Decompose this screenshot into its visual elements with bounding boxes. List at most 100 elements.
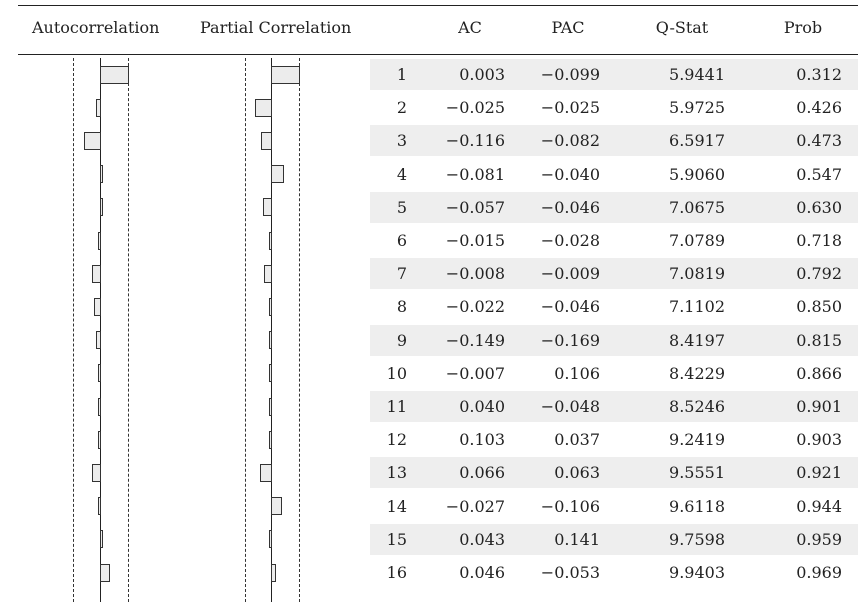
header-qstat: Q-Stat: [655, 18, 709, 37]
table-row: 5 −0.057 −0.046 7.0675 0.630: [0, 191, 860, 224]
ac-cell: −0.081: [445, 164, 505, 184]
lag-cell: 13: [386, 463, 407, 483]
pac-bar-lag-15: [269, 530, 272, 549]
ac-bar-lag-10: [98, 364, 101, 383]
qstat-cell: 5.9441: [669, 65, 725, 84]
table-row: 16 0.046 −0.053 9.9403 0.969: [0, 556, 860, 589]
table-row: 9 −0.149 −0.169 8.4197 0.815: [0, 324, 860, 357]
ac-upper-bound-line: [128, 58, 129, 602]
lag-cell: 16: [386, 563, 407, 582]
pac-cell: 0.106: [554, 363, 600, 383]
ac-bar-lag-16: [100, 563, 110, 582]
pac-bar-lag-13: [259, 463, 272, 482]
ac-bar-lag-15: [100, 530, 103, 549]
pac-cell: −0.046: [540, 197, 600, 217]
ac-cell: 0.066: [459, 463, 505, 483]
lag-cell: 15: [386, 529, 407, 549]
qstat-cell: 5.9060: [669, 164, 725, 184]
ac-cell: −0.027: [445, 496, 505, 516]
table-row: 3 −0.116 −0.082 6.5917 0.473: [0, 124, 860, 157]
ac-cell: 0.003: [459, 65, 505, 84]
prob-cell: 0.969: [796, 563, 842, 582]
qstat-cell: 9.7598: [669, 529, 725, 549]
pac-bar-lag-5: [262, 198, 272, 217]
lag-cell: 1: [396, 65, 407, 84]
pac-cell: −0.028: [540, 231, 600, 250]
ac-cell: −0.116: [445, 131, 505, 151]
pac-bar-lag-6: [269, 231, 272, 250]
prob-cell: 0.792: [796, 264, 842, 284]
pac-bar-lag-4: [271, 165, 285, 184]
pac-bar-lag-14: [271, 497, 283, 516]
pac-cell: −0.046: [540, 297, 600, 317]
prob-cell: 0.903: [796, 430, 842, 450]
pac-cell: −0.169: [540, 330, 600, 350]
qstat-cell: 9.9403: [669, 563, 725, 582]
ac-cell: −0.007: [445, 363, 505, 383]
ac-cell: 0.103: [459, 430, 505, 450]
prob-cell: 0.426: [796, 98, 842, 118]
pac-bar-lag-3: [260, 131, 272, 150]
ac-bar-lag-7: [91, 264, 101, 283]
table-row: 10 −0.007 0.106 8.4229 0.866: [0, 357, 860, 390]
lag-cell: 8: [396, 297, 407, 317]
table-row: 2 −0.025 −0.025 5.9725 0.426: [0, 91, 860, 124]
pac-cell: 0.141: [554, 529, 600, 549]
ac-bar-lag-13: [91, 463, 101, 482]
qstat-cell: 8.4229: [669, 363, 725, 383]
pac-cell: −0.082: [540, 131, 600, 151]
ac-cell: −0.015: [445, 231, 505, 250]
prob-cell: 0.718: [796, 231, 842, 250]
ac-bar-lag-12: [98, 430, 101, 449]
prob-cell: 0.944: [796, 496, 842, 516]
ac-bar-lag-5: [100, 198, 103, 217]
lag-cell: 5: [396, 197, 407, 217]
header-ac: AC: [458, 18, 482, 37]
pac-cell: −0.106: [540, 496, 600, 516]
pac-cell: −0.048: [540, 397, 600, 416]
ac-cell: 0.046: [459, 563, 505, 582]
pac-cell: 0.037: [554, 430, 600, 450]
pac-cell: −0.025: [540, 98, 600, 118]
prob-cell: 0.866: [796, 363, 842, 383]
header-rule: [18, 54, 858, 55]
ac-cell: 0.043: [459, 529, 505, 549]
pac-upper-bound-line: [299, 58, 300, 602]
table-row: 4 −0.081 −0.040 5.9060 0.547: [0, 158, 860, 191]
pac-bar-lag-10: [269, 364, 272, 383]
autocorrelation-correlogram: [0, 58, 180, 602]
prob-cell: 0.815: [796, 330, 842, 350]
pac-bar-lag-7: [264, 264, 272, 283]
lag-cell: 12: [386, 430, 407, 450]
lag-cell: 2: [396, 98, 407, 118]
prob-cell: 0.547: [796, 164, 842, 184]
header-autocorrelation: Autocorrelation: [32, 18, 160, 37]
table-header: Autocorrelation Partial Correlation AC P…: [0, 0, 860, 58]
ac-bar-lag-4: [100, 165, 103, 184]
pac-bar-lag-12: [269, 430, 272, 449]
ac-bar-lag-9: [96, 331, 101, 350]
pac-bar-lag-2: [254, 98, 272, 117]
lag-cell: 11: [386, 397, 407, 416]
lag-cell: 3: [396, 131, 407, 151]
qstat-cell: 8.4197: [669, 330, 725, 350]
prob-cell: 0.850: [796, 297, 842, 317]
lag-cell: 14: [386, 496, 407, 516]
qstat-cell: 8.5246: [669, 397, 725, 416]
prob-cell: 0.959: [796, 529, 842, 549]
ac-cell: 0.040: [459, 397, 505, 416]
ac-bar-lag-8: [94, 297, 101, 316]
ac-cell: −0.057: [445, 197, 505, 217]
pac-lower-bound-line: [245, 58, 246, 602]
ac-bar-lag-6: [98, 231, 101, 250]
ac-bar-lag-11: [98, 397, 101, 416]
qstat-cell: 7.1102: [669, 297, 725, 317]
partial-correlation-correlogram: [180, 58, 370, 602]
ac-zero-axis: [100, 58, 101, 602]
prob-cell: 0.312: [796, 65, 842, 84]
pac-cell: 0.063: [554, 463, 600, 483]
qstat-cell: 9.2419: [669, 430, 725, 450]
prob-cell: 0.473: [796, 131, 842, 151]
lag-cell: 9: [396, 330, 407, 350]
top-rule: [18, 5, 858, 6]
